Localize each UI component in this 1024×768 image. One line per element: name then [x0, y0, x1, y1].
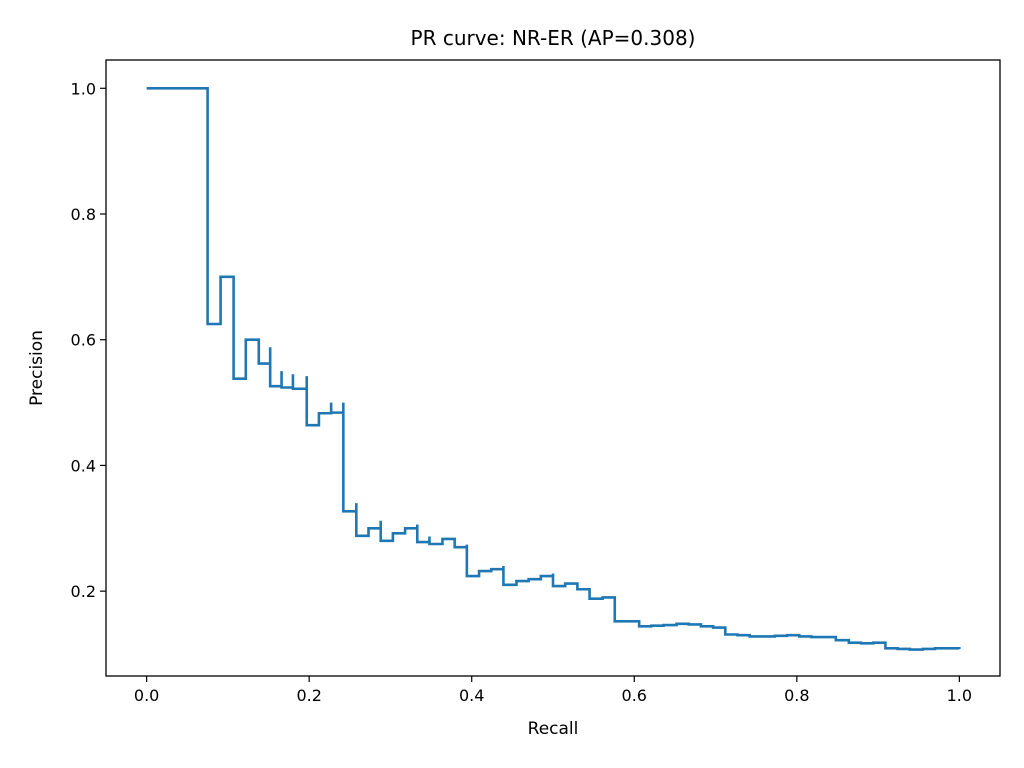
y-axis: 0.2 0.4 0.6 0.8 1.0 [71, 79, 106, 601]
x-tick-label: 0.0 [134, 686, 159, 705]
series-layer [146, 86, 961, 651]
plot-frame [105, 59, 1001, 677]
plot-area [106, 60, 1000, 676]
x-tick-label: 1.0 [947, 686, 972, 705]
x-tick-label: 0.4 [459, 686, 484, 705]
y-tick-label: 0.8 [71, 205, 96, 224]
x-axis: 0.0 0.2 0.4 0.6 0.8 1.0 [134, 676, 972, 705]
chart-title: PR curve: NR-ER (AP=0.308) [411, 26, 696, 50]
x-tick-label: 0.6 [622, 686, 647, 705]
y-tick-label: 0.2 [71, 582, 96, 601]
x-axis-label: Recall [528, 719, 579, 739]
y-tick-label: 0.4 [71, 456, 96, 475]
y-tick-label: 0.6 [71, 331, 96, 350]
x-tick-label: 0.2 [296, 686, 321, 705]
y-axis-label: Precision [27, 330, 47, 406]
pr-curve-line [146, 86, 961, 651]
x-tick-label: 0.8 [784, 686, 809, 705]
y-tick-label: 1.0 [71, 79, 96, 98]
